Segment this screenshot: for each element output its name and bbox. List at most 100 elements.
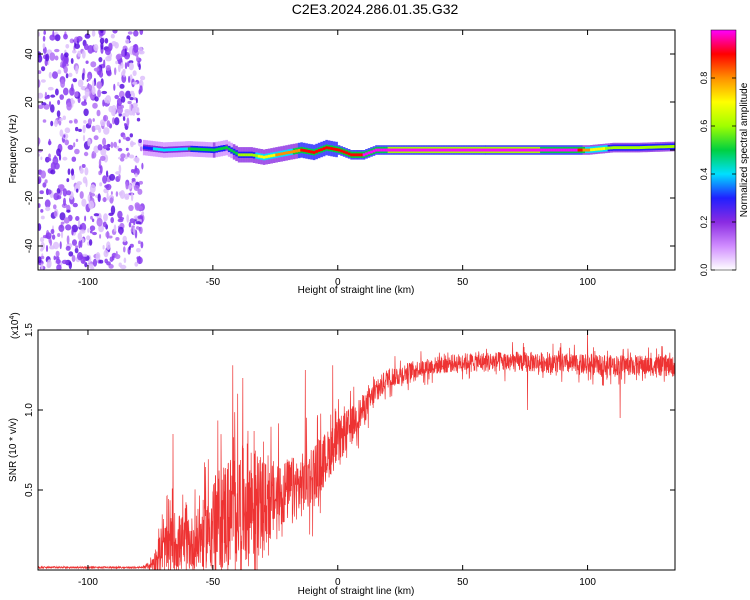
noise-speck (62, 115, 66, 121)
noise-speck (86, 235, 91, 241)
noise-speck (139, 146, 143, 152)
ridge-core (280, 152, 283, 156)
noise-speck (92, 118, 95, 122)
ridge-core (600, 147, 603, 151)
ridge-core (442, 148, 446, 152)
ridge-core (622, 146, 626, 150)
noise-speck (69, 38, 75, 44)
noise-speck (60, 79, 65, 88)
ridge-core (162, 148, 166, 152)
noise-speck (49, 34, 56, 41)
noise-speck (125, 90, 132, 99)
noise-speck (56, 187, 61, 194)
noise-speck (92, 102, 98, 109)
ridge-core (395, 148, 398, 152)
noise-speck (124, 193, 130, 199)
ridge-core (205, 148, 208, 152)
noise-speck (99, 234, 102, 239)
ridge-core (325, 146, 328, 150)
noise-speck (114, 94, 119, 100)
noise-speck (88, 200, 95, 210)
ridge-core (332, 147, 336, 151)
spectrogram-y-axis: -40 -20 0 20 40 (24, 48, 675, 253)
snr-frame (37, 329, 676, 571)
noise-speck (112, 117, 115, 125)
noise-speck (114, 42, 119, 49)
noise-speck (99, 259, 104, 264)
noise-speck (77, 232, 83, 240)
noise-speck (135, 221, 142, 225)
noise-speck (38, 153, 41, 157)
ridge-core (585, 148, 588, 152)
noise-speck (38, 70, 42, 74)
ridge-core (220, 147, 223, 150)
noise-speck (109, 173, 116, 181)
ridge-core (405, 148, 408, 152)
noise-speck (59, 129, 64, 137)
spectrogram-x-tick-label: 100 (579, 277, 596, 288)
ridge-core (652, 145, 656, 149)
noise-speck (117, 147, 123, 152)
noise-speck (72, 78, 78, 83)
noise-speck (43, 235, 46, 238)
noise-speck (115, 237, 120, 241)
noise-speck (124, 109, 130, 113)
ridge-core (307, 150, 311, 153)
noise-speck (93, 44, 99, 52)
colorbar-tick-label: 0.2 (699, 216, 709, 229)
ridge-core (665, 145, 668, 149)
ridge-core (425, 148, 428, 152)
noise-speck (57, 69, 62, 75)
ridge-core (197, 147, 201, 151)
noise-speck (136, 117, 141, 122)
ridge-core (167, 148, 171, 152)
colorbar-ticks: 0.0 0.2 0.4 0.6 0.8 (699, 72, 736, 276)
spectrogram-noise-layer (38, 30, 146, 270)
snr-plot-area (38, 330, 675, 570)
ridge-core (465, 148, 468, 152)
spectrogram-x-label: Height of straight line (km) (298, 285, 415, 296)
ridge-core (212, 148, 216, 152)
noise-speck (129, 97, 134, 101)
ridge-core (260, 155, 263, 159)
noise-speck (121, 74, 127, 83)
noise-speck (126, 214, 129, 223)
noise-speck (58, 224, 65, 232)
noise-speck (57, 233, 61, 237)
ridge-core (175, 148, 178, 151)
ridge-core (290, 150, 293, 154)
snr-y-label: SNR (10 * v/v) (8, 418, 19, 482)
noise-speck (63, 134, 66, 138)
noise-speck (113, 141, 117, 148)
noise-speck (124, 48, 127, 56)
noise-speck (125, 147, 129, 152)
noise-speck (115, 60, 119, 65)
noise-speck (110, 205, 116, 215)
noise-speck (53, 204, 57, 210)
ridge-core (550, 148, 553, 152)
noise-speck (65, 224, 72, 231)
noise-speck (141, 162, 144, 170)
noise-speck (83, 120, 87, 124)
ridge-core (505, 148, 508, 152)
noise-speck (84, 33, 91, 39)
noise-speck (65, 73, 69, 79)
ridge-core (295, 149, 298, 153)
ridge-core (257, 154, 261, 158)
ridge-core (347, 152, 351, 156)
noise-speck (106, 120, 111, 127)
noise-speck (102, 144, 110, 150)
snr-y-scale-exponent: 4 (9, 316, 16, 320)
ridge-core (312, 151, 316, 154)
ridge-core (237, 153, 241, 157)
ridge-core (597, 147, 601, 151)
noise-speck (42, 35, 46, 42)
noise-speck (128, 60, 134, 64)
noise-speck (75, 65, 79, 75)
ridge-core (310, 150, 313, 154)
colorbar-tick-label: 0.6 (699, 120, 709, 133)
noise-speck (55, 88, 59, 96)
noise-speck (81, 72, 85, 81)
noise-speck (103, 127, 110, 135)
noise-speck (64, 52, 69, 58)
